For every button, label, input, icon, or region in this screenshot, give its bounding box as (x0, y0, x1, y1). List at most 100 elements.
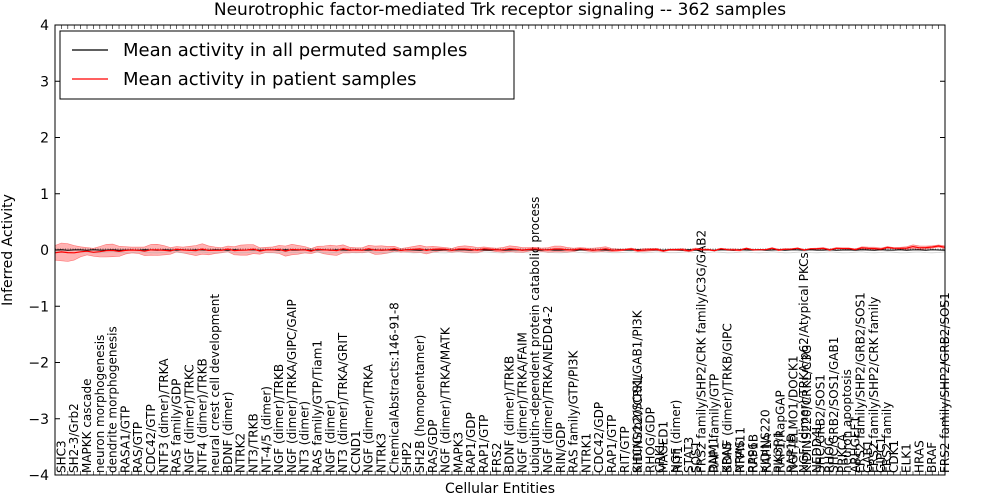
legend-box (59, 30, 515, 100)
x-category-label: ChemicalAbstracts:146-91-8 (387, 302, 401, 473)
y-tick-label: −3 (28, 412, 49, 428)
x-category-label: neuron morphogenesis (93, 335, 107, 473)
x-category-label: NGF/ELMO1/DOCK1 (787, 355, 801, 473)
x-category-label: CDC42/GTP (144, 404, 158, 473)
permuted-band (54, 251, 946, 254)
x-category-label: RHOG (823, 437, 837, 473)
x-category-label: RAP1B (784, 434, 798, 473)
legend-label-permuted: Mean activity in all permuted samples (123, 40, 467, 61)
y-tick-label: 0 (40, 243, 49, 259)
x-category-label: NTRK1 (579, 433, 593, 473)
x-category-label: PTPN11 (733, 427, 747, 473)
x-category-label: RAP1A (760, 433, 774, 473)
x-category-label: FRS2 family/SHP2/CRK family/C3G/GAB2 (695, 230, 709, 473)
x-category-label: NTF3 (dimer)/TRKA (157, 358, 171, 473)
x-category-label: HRAS (912, 440, 926, 473)
x-category-label: NGF (dimer)/TRKA (362, 363, 376, 473)
x-category-label: SOS1 (689, 441, 703, 473)
x-category-label: NTRK3 (375, 433, 389, 473)
x-category-label: CDC42/GDP (592, 402, 606, 473)
x-category-label: RAS/GTP (131, 422, 145, 473)
x-category-label: RPS6 (746, 442, 760, 473)
x-category-label: NT3/TRKB (246, 413, 260, 473)
y-tick-label: −1 (28, 299, 49, 315)
x-category-label: BRAF (925, 442, 939, 473)
x-category-label: FRS2 family/SHP2/GRB2/SOS1 (853, 292, 867, 473)
x-category-label: GIPC1 (874, 437, 888, 473)
x-category-label: NGF (dimer)/TRKB (272, 364, 286, 473)
x-category-label: ARHGEF1 (848, 416, 862, 473)
x-category-label: PRKCA (836, 433, 850, 473)
x-category-label: MAPK3 (451, 432, 465, 473)
y-tick-label: 3 (40, 74, 49, 90)
x-category-label: CCND1 (349, 430, 363, 473)
patient-mean-line (54, 245, 946, 254)
y-tick-label: −2 (28, 356, 49, 372)
y-tick-label: −4 (28, 468, 49, 484)
x-category-label: FRS2 family (880, 402, 894, 473)
x-category-label: SHC/GRB2/SOS1 (813, 374, 827, 473)
x-category-label: RAS family/GDP (170, 379, 184, 473)
x-category-label: RAP1/GDP (464, 412, 478, 473)
x-category-label: NT3 (dimer) (298, 401, 312, 473)
x-category-label: GAB1 (861, 440, 875, 473)
x-category-label: NEDD4L (810, 423, 824, 473)
x-category-label: KIDINS220 (759, 409, 773, 473)
x-category-label: KIDINS220/CRKL/C3G (800, 345, 814, 473)
x-category-label: NRAS (733, 440, 747, 473)
x-category-label: NGF (dimer)/TRKA/FAIM (515, 332, 529, 473)
legend-label-patient: Mean activity in patient samples (123, 69, 417, 90)
y-tick-label: 2 (40, 131, 49, 147)
x-category-label: RAP1/GTP (605, 415, 619, 473)
x-category-label: DNM1 (707, 437, 721, 473)
x-category-label: FRS2 (490, 442, 504, 473)
x-category-label: NGF (dimer)/TRKA/p62/Atypical PKCs (797, 252, 811, 473)
x-category-label: BDNF (dimer) (221, 392, 235, 474)
x-category-label: NGF (dimer)/TRKA/GIPC/GAIP (285, 299, 299, 473)
x-axis-label: Cellular Entities (445, 481, 555, 497)
x-category-label: MAPKK cascade (80, 378, 94, 473)
x-category-label: RIN/GDP (554, 422, 568, 473)
x-category-label: PIK3R1 (772, 431, 786, 473)
x-category-label: NT-4/5 (dimer) (259, 386, 273, 473)
x-category-label: NT3 (dimer)/TRKA/GRIT (336, 332, 350, 473)
x-ticks (54, 25, 946, 475)
x-category-label: NGF (dimer) (669, 400, 683, 473)
x-category-label: NTRK2 (234, 433, 248, 473)
x-category-label: NGF (dimer)/TRKC (182, 364, 196, 473)
x-category-label: CRKL (653, 441, 667, 473)
chart-title: Neurotrophic factor-mediated Trk recepto… (214, 0, 786, 20)
x-category-label: RIT1 (671, 446, 685, 473)
x-category-label: NTF4 (dimer)/TRKB (195, 358, 209, 473)
x-category-label: KIDINS220/CRKL (631, 374, 645, 473)
y-tick-label: 4 (40, 18, 49, 34)
x-category-label: SHC/Grb2/SOS1/GAB1/PI3K (631, 309, 645, 473)
x-category-label: MAGED1 (656, 421, 670, 473)
x-category-label: NGF (dimer)/TRKA/NEDD4-2 (541, 305, 555, 473)
x-category-label: RAS/GDP (426, 420, 440, 474)
x-category-label: CDK1 (887, 440, 901, 473)
x-category-label: ubiquitin-dependent protein catabolic pr… (528, 197, 542, 473)
x-category-label: ELK1 (900, 443, 914, 473)
x-category-label: neural crest cell development (208, 294, 222, 473)
x-category-label: FRS2 family/SHP2/CRK family (867, 297, 881, 473)
x-category-label: STAT3 (682, 437, 696, 473)
x-category-label: SHC3 (54, 440, 68, 473)
x-category-label: SHC/GRB2/SOS1/GAB1 (827, 337, 841, 473)
y-tick-label: 1 (40, 187, 49, 203)
x-category-label: BDNF (dimer)/TRKB/GIPC (720, 323, 734, 473)
x-category-label: SH2B (homopentamer) (413, 335, 427, 473)
y-axis: 4 3 2 1 0 −1 −2 −3 −4 (28, 18, 945, 484)
x-category-label: NGF (dimer) (323, 400, 337, 473)
x-category-label: RASA1/GTP (118, 406, 132, 473)
x-category-label: neuron apoptosis (840, 369, 854, 473)
x-category-label: RAS family/GTP/PI3K (567, 350, 581, 473)
x-category-label: RIT/GTP (618, 426, 632, 473)
x-category-label: NGF (dimer)/TRKA/MATK (439, 326, 453, 473)
x-category-label: SH2-3/Grb2 (67, 403, 81, 473)
x-category-label: RAP1/RapGAP (773, 390, 787, 473)
y-axis-label: Inferred Activity (0, 194, 16, 306)
x-category-label: RHOG/GDP (643, 407, 657, 473)
